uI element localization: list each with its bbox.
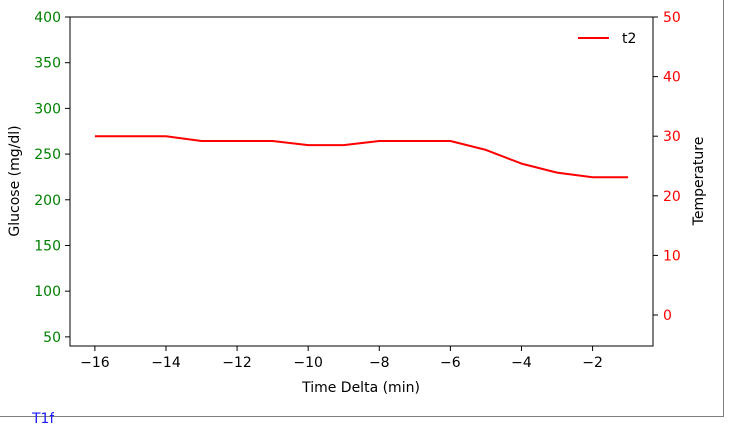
left-tick-label: 50 [43, 330, 61, 346]
left-axis-label: Glucose (mg/dl) [7, 125, 23, 236]
frame-bottom-border [0, 416, 724, 417]
right-tick-label: 20 [663, 189, 681, 205]
left-tick-label: 100 [34, 284, 61, 300]
plot-area [69, 16, 654, 347]
x-tick-label: −2 [582, 355, 603, 371]
x-tick-label: −4 [511, 355, 532, 371]
left-tick-label: 350 [34, 56, 61, 72]
x-tick-label: −12 [222, 355, 252, 371]
right-tick-label: 10 [663, 248, 681, 264]
x-tick-label: −8 [369, 355, 390, 371]
left-tick-label: 400 [34, 10, 61, 26]
series-group [94, 135, 629, 179]
right-tick-label: 0 [663, 308, 672, 324]
right-axis-ticks: 0 10 20 30 40 50 [653, 10, 681, 324]
right-tick-label: 30 [663, 129, 681, 145]
x-tick-label: −14 [151, 355, 181, 371]
right-tick-label: 50 [663, 10, 681, 26]
x-axis-label: Time Delta (min) [301, 380, 420, 396]
x-axis-ticks: −16 −14 −12 −10 −8 −6 −4 −2 [80, 346, 603, 371]
cut-off-text: T1f [32, 411, 55, 424]
left-tick-label: 150 [34, 238, 61, 254]
right-tick-label: 40 [663, 70, 681, 86]
x-tick-label: −6 [440, 355, 461, 371]
legend: t2 [578, 31, 636, 47]
frame-right-border [723, 0, 724, 417]
left-axis-ticks: 50 100 150 200 250 300 350 400 [34, 10, 70, 346]
left-tick-label: 250 [34, 147, 61, 163]
right-axis-label: Temperature [691, 137, 707, 227]
x-tick-label: −16 [80, 355, 110, 371]
left-tick-label: 300 [34, 101, 61, 117]
legend-label-t2: t2 [622, 31, 636, 47]
x-tick-label: −10 [293, 355, 323, 371]
left-tick-label: 200 [34, 193, 61, 209]
series-line-t2 [94, 135, 629, 179]
